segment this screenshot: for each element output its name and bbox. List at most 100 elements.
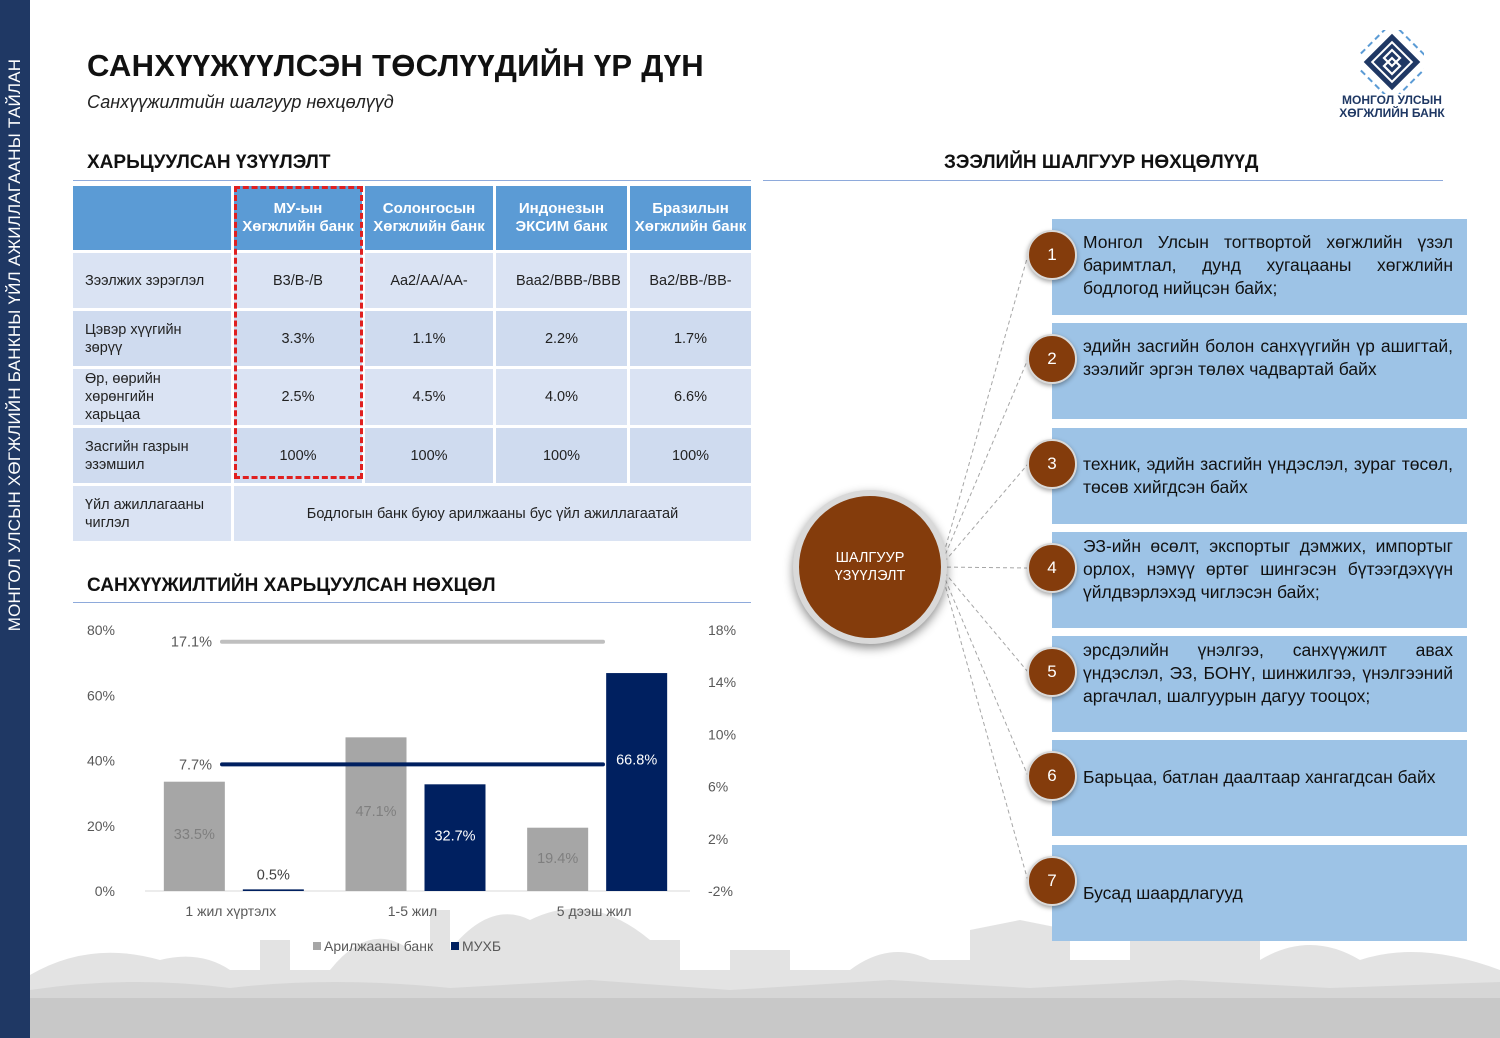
y-right-tick-label: 10% <box>708 726 736 742</box>
table-header-cell <box>73 186 231 250</box>
criteria-text: техник, эдийн засгийн үндэслэл, зураг тө… <box>1083 454 1453 497</box>
city-skyline-decoration <box>30 908 1500 1000</box>
criteria-number-badge: 6 <box>1027 751 1077 801</box>
bar-data-label: 19.4% <box>537 851 578 867</box>
y-left-tick-label: 20% <box>87 818 115 834</box>
bar-commercial <box>163 781 225 891</box>
criteria-box-4: ЭЗ-ийн өсөлт, экспортыг дэмжих, импортыг… <box>1052 532 1467 628</box>
criteria-box-7: Бусад шаардлагууд <box>1052 845 1467 941</box>
table-cell-merged: Бодлогын банк буюу арилжааны бус үйл ажи… <box>234 486 751 541</box>
y-right-tick-label: 2% <box>708 831 728 847</box>
center-criteria-circle: ШАЛГУУР ҮЗҮҮЛЭЛТ <box>793 490 947 644</box>
criteria-box-1: Монгол Улсын тогтвортой хөгжлийн үзэл ба… <box>1052 219 1467 315</box>
table-cell: Baa2/BBB-/BBB <box>496 253 627 308</box>
criteria-text: эрсдэлийн үнэлгээ, санхүүжилт авах үндэс… <box>1083 640 1453 706</box>
table-row: Үйл ажиллагааны чиглэл Бодлогын банк бую… <box>73 486 751 541</box>
connector-line <box>939 463 1029 568</box>
y-left-tick-label: 0% <box>95 883 115 899</box>
bar-mdb <box>424 784 486 891</box>
connector-line <box>939 566 1029 673</box>
criteria-text: ЭЗ-ийн өсөлт, экспортыг дэмжих, импортыг… <box>1083 536 1453 602</box>
table-header-cell: Индонезын ЭКСИМ банк <box>496 186 627 250</box>
bar-data-label: 47.1% <box>355 804 396 820</box>
bank-logo: МОНГОЛ УЛСЫН ХӨГЖЛИЙН БАНК <box>1322 30 1462 125</box>
criteria-box-5: эрсдэлийн үнэлгээ, санхүүжилт авах үндэс… <box>1052 636 1467 732</box>
x-tick-label: 1-5 жил <box>388 903 437 919</box>
connector-line <box>939 566 1029 882</box>
table-header-cell: МУ-ын Хөгжлийн банк <box>234 186 362 250</box>
table-cell: 6.6% <box>630 369 751 425</box>
table-cell: B3/B-/B <box>234 253 362 308</box>
criteria-number-badge: 3 <box>1027 439 1077 489</box>
reference-line-label: 17.1% <box>171 635 212 651</box>
bar-data-label: 66.8% <box>616 753 657 769</box>
table-row-label: Өр, өөрийн хөрөнгийн харьцаа <box>73 369 231 425</box>
bar-data-label: 32.7% <box>434 829 475 845</box>
criteria-number-badge: 1 <box>1027 230 1077 280</box>
reference-line-label: 7.7% <box>179 757 212 773</box>
chart-section-title: САНХҮҮЖИЛТИЙН ХАРЬЦУУЛСАН НӨХЦӨЛ <box>87 575 496 596</box>
criteria-text: Барьцаа, батлан даалтаар хангагдсан байх <box>1083 767 1436 787</box>
center-criteria-label: ШАЛГУУР ҮЗҮҮЛЭЛТ <box>834 550 906 584</box>
table-cell: 4.5% <box>365 369 493 425</box>
x-tick-label: 5 дээш жил <box>557 903 632 919</box>
table-cell: 2.2% <box>496 311 627 366</box>
footer-bar <box>30 998 1500 1038</box>
bar-commercial <box>527 827 589 891</box>
connector-line <box>939 358 1029 568</box>
table-cell: 1.7% <box>630 311 751 366</box>
legend-swatch <box>451 942 459 950</box>
criteria-number-badge: 2 <box>1027 334 1077 384</box>
y-left-tick-label: 80% <box>87 622 115 638</box>
x-tick-label: 1 жил хүртэлх <box>185 903 276 919</box>
criteria-number-badge: 4 <box>1027 543 1077 593</box>
table-row-label: Зээлжих зэрэглэл <box>73 253 231 308</box>
logo-text-line1: МОНГОЛ УЛСЫН <box>1342 93 1442 107</box>
bar-data-label: 33.5% <box>174 827 215 843</box>
financing-comparison-chart: 80% 60% 40% 20% 0% 18% 14% 10% 6% 2% -2% 33.5% 0.5% 1… <box>87 622 736 954</box>
bar-data-label: 0.5% <box>257 867 290 883</box>
criteria-text: Бусад шаардлагууд <box>1083 882 1243 903</box>
table-cell: 100% <box>496 428 627 483</box>
criteria-text: эдийн засгийн болон санхүүгийн үр ашигта… <box>1083 336 1453 379</box>
bar-mdb <box>606 673 668 891</box>
table-header-cell: Бразилын Хөгжлийн банк <box>630 186 751 250</box>
table-row: Засгийн газрын эзэмшил 100% 100% 100% 10… <box>73 428 751 483</box>
table-row-label: Цэвэр хүүгийн зөрүү <box>73 311 231 366</box>
comparison-table: МУ-ын Хөгжлийн банк Солонгосын Хөгжлийн … <box>70 183 754 544</box>
criteria-connector-lines <box>939 254 1029 882</box>
table-cell: 3.3% <box>234 311 362 366</box>
criteria-box-2: эдийн засгийн болон санхүүгийн үр ашигта… <box>1052 323 1467 419</box>
table-cell: Ba2/BB-/BB- <box>630 253 751 308</box>
table-cell: 100% <box>630 428 751 483</box>
table-row-label: Засгийн газрын эзэмшил <box>73 428 231 483</box>
table-cell: 100% <box>234 428 362 483</box>
criteria-box-3: техник, эдийн засгийн үндэслэл, зураг тө… <box>1052 428 1467 524</box>
criteria-number-badge: 7 <box>1027 856 1077 906</box>
y-right-tick-label: 14% <box>708 674 736 690</box>
y-right-tick-label: 18% <box>708 622 736 638</box>
table-cell: 2.5% <box>234 369 362 425</box>
criteria-section-rule <box>763 180 1443 181</box>
table-header-cell: Солонгосын Хөгжлийн банк <box>365 186 493 250</box>
sidebar-report-title: МОНГОЛ УЛСЫН ХӨГЖЛИЙН БАНКНЫ ҮЙЛ АЖИЛЛАГ… <box>5 58 24 632</box>
legend-label: МУХБ <box>462 938 501 954</box>
sidebar: МОНГОЛ УЛСЫН ХӨГЖЛИЙН БАНКНЫ ҮЙЛ АЖИЛЛАГ… <box>0 0 30 1038</box>
table-row: Цэвэр хүүгийн зөрүү 3.3% 1.1% 2.2% 1.7% <box>73 311 751 366</box>
table-cell: 4.0% <box>496 369 627 425</box>
y-left-tick-label: 40% <box>87 753 115 769</box>
bar-mdb <box>242 889 304 891</box>
comparison-section-title: ХАРЬЦУУЛСАН ҮЗҮҮЛЭЛТ <box>87 152 331 173</box>
table-row-label: Үйл ажиллагааны чиглэл <box>73 486 231 541</box>
criteria-section-title: ЗЭЭЛИЙН ШАЛГУУР НӨХЦӨЛҮҮД <box>944 152 1259 173</box>
criteria-number-badge: 5 <box>1027 647 1077 697</box>
connector-line <box>939 566 1029 777</box>
logo-text-line2: ХӨГЖЛИЙН БАНК <box>1339 106 1445 120</box>
y-right-tick-label: -2% <box>708 883 733 899</box>
page-subtitle: Санхүүжилтийн шалгуур нөхцөлүүд <box>87 92 394 112</box>
table-cell: Aa2/AA/AA- <box>365 253 493 308</box>
connector-line <box>939 254 1029 568</box>
table-row: Өр, өөрийн хөрөнгийн харьцаа 2.5% 4.5% 4… <box>73 369 751 425</box>
comparison-section-rule <box>73 180 751 181</box>
criteria-box-6: Барьцаа, батлан даалтаар хангагдсан байх <box>1052 740 1467 836</box>
